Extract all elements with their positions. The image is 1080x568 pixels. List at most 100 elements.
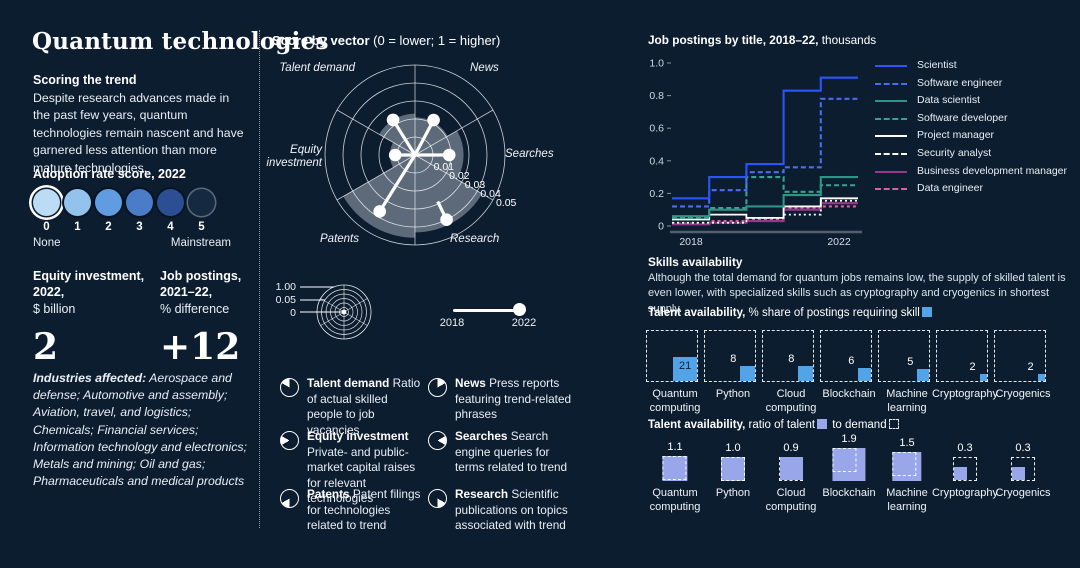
job-postings-title: Job postings by title, 2018–22, (648, 33, 819, 47)
demand-box: 5 (878, 330, 930, 382)
share-fill-square (1037, 373, 1045, 381)
share-value: 21 (678, 360, 692, 373)
ratio-squares (779, 457, 803, 481)
ratio-value: 1.1 (667, 440, 683, 453)
legend-label: Software developer (917, 111, 1008, 124)
ratio-squares (892, 451, 922, 481)
pie-wedge-icon (428, 378, 447, 397)
timeline-handle[interactable] (513, 303, 526, 316)
adoption-max-label: Mainstream (170, 237, 231, 249)
vector-legend-text: Equity investment Private- and public-ma… (307, 429, 416, 506)
legend-label: Security analyst (917, 147, 992, 159)
skills-availability-text: Although the total demand for quantum jo… (648, 272, 1066, 315)
radar-ring-label: 0.02 (449, 170, 470, 182)
legend-swatch (875, 82, 907, 85)
share-value: 5 (907, 356, 914, 369)
adoption-scale-ends: None Mainstream (33, 237, 231, 249)
ratio-category-label: Machine learning (886, 487, 928, 513)
talent-ratio-heading: Talent availability, ratio of talent to … (648, 419, 901, 431)
radar-axis-label-talent-demand: Talent demand (279, 62, 355, 74)
share-category-label: Blockchain (822, 388, 876, 400)
ratio-cell-quantum-computing: 1.1 Quantum computing (646, 440, 704, 524)
mini-center-dot (341, 309, 347, 315)
pie-wedge-icon (280, 378, 299, 397)
score-by-vector-scale-note: (0 = lower; 1 = higher) (369, 33, 501, 48)
demand-box: 2 (936, 330, 988, 382)
talent-share-title: Talent availability, (648, 307, 746, 319)
share-cell-cryogenics: 2 Cryogenics (994, 330, 1052, 400)
job-postings-heading: Job postings by title, 2018–22, thousand… (648, 33, 876, 47)
radar-dot-news (427, 113, 440, 127)
ratio-category-label: Cryogenics (995, 487, 1051, 499)
share-category-label: Quantum computing (649, 388, 701, 414)
legend-swatch (875, 170, 907, 173)
talent-ratio-subtitle-2: to demand (829, 419, 887, 431)
legend-swatch (875, 135, 907, 138)
vector-legend-item-research: Research Scientific publications on topi… (428, 487, 576, 534)
talent-ratio-subtitle-1: ratio of talent (745, 419, 816, 431)
y-tick-label: 0.6 (649, 123, 664, 135)
stat-unit: % difference (160, 301, 230, 316)
ratio-value: 0.3 (957, 442, 973, 454)
mini-scale-value: 1.00 (275, 281, 296, 293)
ratio-category-label: Cloud computing (765, 487, 817, 513)
demand-square (953, 457, 977, 481)
demand-box: 21 (646, 330, 698, 382)
radar-dot-patents (373, 205, 387, 218)
score-by-vector-title: Score by vector (272, 33, 370, 48)
radar-stem-patents (378, 154, 417, 213)
demand-square-icon (888, 419, 899, 429)
stat-value: +12 (160, 325, 241, 368)
radar-dot-talent-demand (386, 113, 400, 127)
adoption-dot-0 (33, 189, 60, 216)
demand-box: 6 (820, 330, 872, 382)
adoption-rate-heading: Adoption rate score, 2022 (33, 167, 186, 181)
stat-value: 2 (33, 325, 59, 368)
column-separator (259, 30, 260, 528)
y-tick-label: 0 (658, 221, 664, 233)
share-cell-blockchain: 6 Blockchain (820, 330, 878, 400)
legend-swatch (875, 117, 907, 120)
radar-ring-label: 0.01 (434, 161, 455, 173)
ratio-squares (721, 457, 745, 481)
share-category-label: Cryptography (931, 388, 999, 400)
adoption-min-label: None (33, 237, 61, 249)
talent-square-icon (817, 419, 828, 429)
adoption-dot-1 (64, 189, 91, 216)
pie-wedge-icon (280, 489, 299, 508)
share-cell-python: 8 Python (704, 330, 762, 400)
job-postings-unit: thousands (818, 33, 877, 47)
radar-dot-equity-investment (388, 148, 402, 162)
vector-legend-item-equity-investment: Equity investment Private- and public-ma… (280, 429, 428, 507)
share-cell-cloud-computing: 8 Cloud computing (762, 330, 820, 414)
legend-label: Business development manager (917, 164, 1068, 177)
legend-label: Scientist (917, 59, 957, 71)
score-by-vector-heading: Score by vector (0 = lower; 1 = higher) (272, 33, 500, 48)
timeline-start-label: 2018 (439, 317, 465, 329)
legend-swatch (875, 100, 907, 103)
stat-title-line: Job postings, (160, 269, 242, 283)
pie-wedge-icon (428, 431, 447, 450)
vector-legend-item-news: News Press reports featuring trend-relat… (428, 376, 576, 423)
timeline-end-label: 2022 (511, 317, 537, 329)
industries-text: Aerospace and defense; Automotive and as… (33, 371, 247, 489)
series-scientist (672, 76, 858, 200)
share-value: 2 (1027, 360, 1034, 373)
adoption-scale (33, 189, 215, 216)
series-data-scientist (672, 176, 858, 218)
share-fill-square (858, 368, 871, 381)
ratio-squares (1011, 457, 1035, 481)
stat-equity-investment: Equity investment, 2022, $ billion 2 (33, 268, 153, 368)
demand-box: 2 (994, 330, 1046, 382)
demand-square (892, 451, 917, 476)
legend-label: Data engineer (917, 182, 983, 195)
demand-square (721, 457, 745, 481)
talent-ratio-title: Talent availability, (648, 419, 746, 431)
share-cell-cryptography: 2 Cryptography (932, 330, 998, 400)
stat-title-line: 2022, (33, 285, 65, 300)
radar-axis-label-patents: Patents (320, 233, 359, 245)
radar-dot-searches (442, 148, 456, 162)
vector-legend-item-patents: Patents Patent filings for technologies … (280, 487, 428, 534)
talent-square (780, 457, 803, 480)
legend-swatch (875, 188, 907, 191)
